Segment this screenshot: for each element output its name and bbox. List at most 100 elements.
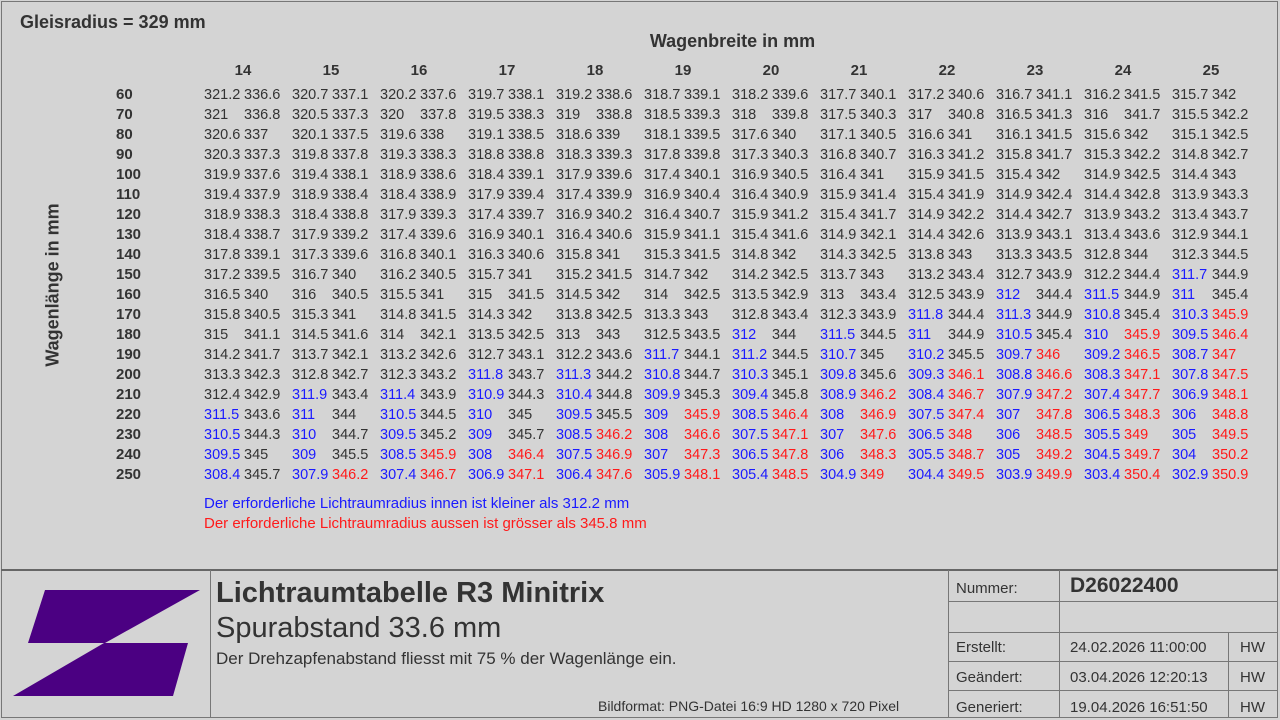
outer-radius-cell: 344.5 — [1212, 247, 1249, 263]
outer-radius-cell: 346 — [1036, 347, 1061, 363]
inner-radius-cell: 308.9 — [820, 387, 857, 403]
outer-radius-cell: 347.1 — [508, 467, 545, 483]
inner-radius-cell: 316.9 — [732, 167, 769, 183]
inner-radius-cell: 314.9 — [908, 207, 945, 223]
inner-radius-cell: 315.7 — [1172, 87, 1209, 103]
outer-radius-cell: 337.8 — [332, 147, 369, 163]
outer-radius-cell: 341.7 — [244, 347, 281, 363]
inner-radius-cell: 317.3 — [732, 147, 769, 163]
outer-radius-cell: 341.5 — [1124, 87, 1161, 103]
inner-radius-cell: 314.3 — [468, 307, 505, 323]
outer-radius-cell: 347.7 — [1124, 387, 1161, 403]
column-header: 15 — [322, 62, 340, 79]
outer-radius-cell: 339.1 — [244, 247, 281, 263]
outer-radius-cell: 343.5 — [1036, 247, 1073, 263]
inner-radius-cell: 312.3 — [1172, 247, 1209, 263]
erstellt-date: 24.02.2026 11:00:00 — [1070, 639, 1207, 656]
inner-radius-cell: 317.9 — [292, 227, 329, 243]
inner-radius-cell: 307.4 — [380, 467, 417, 483]
outer-radius-cell: 340 — [244, 287, 269, 303]
outer-radius-cell: 345.7 — [508, 427, 545, 443]
outer-radius-cell: 341.2 — [948, 147, 985, 163]
outer-radius-cell: 347.8 — [772, 447, 809, 463]
outer-radius-cell: 339.3 — [596, 147, 633, 163]
inner-radius-cell: 318.8 — [468, 147, 505, 163]
inner-radius-cell: 306.5 — [1084, 407, 1121, 423]
inner-radius-cell: 313.3 — [204, 367, 241, 383]
column-header: 16 — [410, 62, 428, 79]
outer-radius-cell: 347.6 — [860, 427, 897, 443]
inner-radius-cell: 315.5 — [1172, 107, 1209, 123]
inner-radius-cell: 316.5 — [996, 107, 1033, 123]
outer-radius-cell: 339.1 — [508, 167, 545, 183]
inner-radius-cell: 309.4 — [732, 387, 769, 403]
outer-radius-cell: 338.4 — [332, 187, 369, 203]
outer-radius-cell: 346.7 — [420, 467, 457, 483]
inner-radius-cell: 312.5 — [644, 327, 681, 343]
outer-radius-cell: 348.3 — [1124, 407, 1161, 423]
outer-radius-cell: 339.1 — [684, 87, 721, 103]
outer-radius-cell: 338.5 — [508, 127, 545, 143]
outer-radius-cell: 342 — [596, 287, 621, 303]
inner-radius-cell: 315.3 — [292, 307, 329, 323]
titleblock-divider — [210, 570, 211, 718]
geaendert-date: 03.04.2026 12:20:13 — [1070, 669, 1208, 686]
inner-radius-cell: 314.4 — [1084, 187, 1121, 203]
inner-radius-cell: 317.1 — [820, 127, 857, 143]
outer-radius-cell: 340.6 — [508, 247, 545, 263]
inner-radius-cell: 310.2 — [908, 347, 945, 363]
outer-radius-cell: 343.4 — [772, 307, 809, 323]
outer-radius-cell: 344.4 — [1036, 287, 1073, 303]
outer-radius-cell: 349 — [1124, 427, 1149, 443]
inner-radius-cell: 315.9 — [644, 227, 681, 243]
inner-radius-cell: 318.4 — [468, 167, 505, 183]
outer-radius-cell: 350.4 — [1124, 467, 1161, 483]
inner-radius-cell: 314.8 — [1172, 147, 1209, 163]
inner-radius-cell: 319.4 — [292, 167, 329, 183]
inner-radius-cell: 311.4 — [380, 387, 416, 403]
inner-radius-cell: 316 — [1084, 107, 1109, 123]
outer-radius-cell: 346.2 — [332, 467, 369, 483]
column-header: 23 — [1026, 62, 1044, 79]
generiert-by: HW — [1240, 699, 1265, 716]
inner-radius-cell: 306.5 — [908, 427, 945, 443]
outer-radius-cell: 343.4 — [332, 387, 369, 403]
generiert-date: 19.04.2026 16:51:50 — [1070, 699, 1208, 716]
inner-radius-cell: 315.1 — [1172, 127, 1209, 143]
column-header: 20 — [762, 62, 780, 79]
inner-radius-cell: 311.5 — [1084, 287, 1120, 303]
outer-radius-cell: 344 — [772, 327, 797, 343]
column-header: 19 — [674, 62, 692, 79]
outer-radius-cell: 342 — [1212, 87, 1237, 103]
inner-radius-cell: 313.4 — [1084, 227, 1121, 243]
inner-radius-cell: 309.3 — [908, 367, 945, 383]
outer-radius-cell: 348.8 — [1212, 407, 1249, 423]
inner-radius-cell: 310.5 — [996, 327, 1033, 343]
outer-radius-cell: 337.6 — [420, 87, 457, 103]
inner-radius-cell: 308.5 — [380, 447, 417, 463]
outer-radius-cell: 349.7 — [1124, 447, 1161, 463]
inner-radius-cell: 311.5 — [820, 327, 856, 343]
outer-radius-cell: 342.3 — [244, 367, 281, 383]
outer-radius-cell: 344.3 — [508, 387, 545, 403]
inner-radius-cell: 316.7 — [996, 87, 1033, 103]
outer-radius-cell: 349.9 — [1036, 467, 1073, 483]
outer-radius-cell: 341.9 — [948, 187, 985, 203]
outer-radius-cell: 338.9 — [420, 187, 457, 203]
outer-radius-cell: 339.5 — [244, 267, 281, 283]
inner-radius-cell: 313.8 — [908, 247, 945, 263]
outer-radius-cell: 343.6 — [1124, 227, 1161, 243]
outer-radius-cell: 346.4 — [1212, 327, 1249, 343]
column-header: 14 — [234, 62, 252, 79]
outer-radius-cell: 338.7 — [244, 227, 281, 243]
inner-radius-cell: 310.5 — [380, 407, 417, 423]
inner-radius-cell: 308.8 — [996, 367, 1033, 383]
inner-radius-cell: 315.3 — [1084, 147, 1121, 163]
outer-radius-cell: 337.5 — [332, 127, 369, 143]
inner-radius-cell: 313.4 — [1172, 207, 1209, 223]
column-header: 21 — [850, 62, 868, 79]
inner-radius-cell: 308 — [644, 427, 669, 443]
outer-radius-cell: 346.4 — [772, 407, 809, 423]
inner-radius-cell: 313.8 — [556, 307, 593, 323]
